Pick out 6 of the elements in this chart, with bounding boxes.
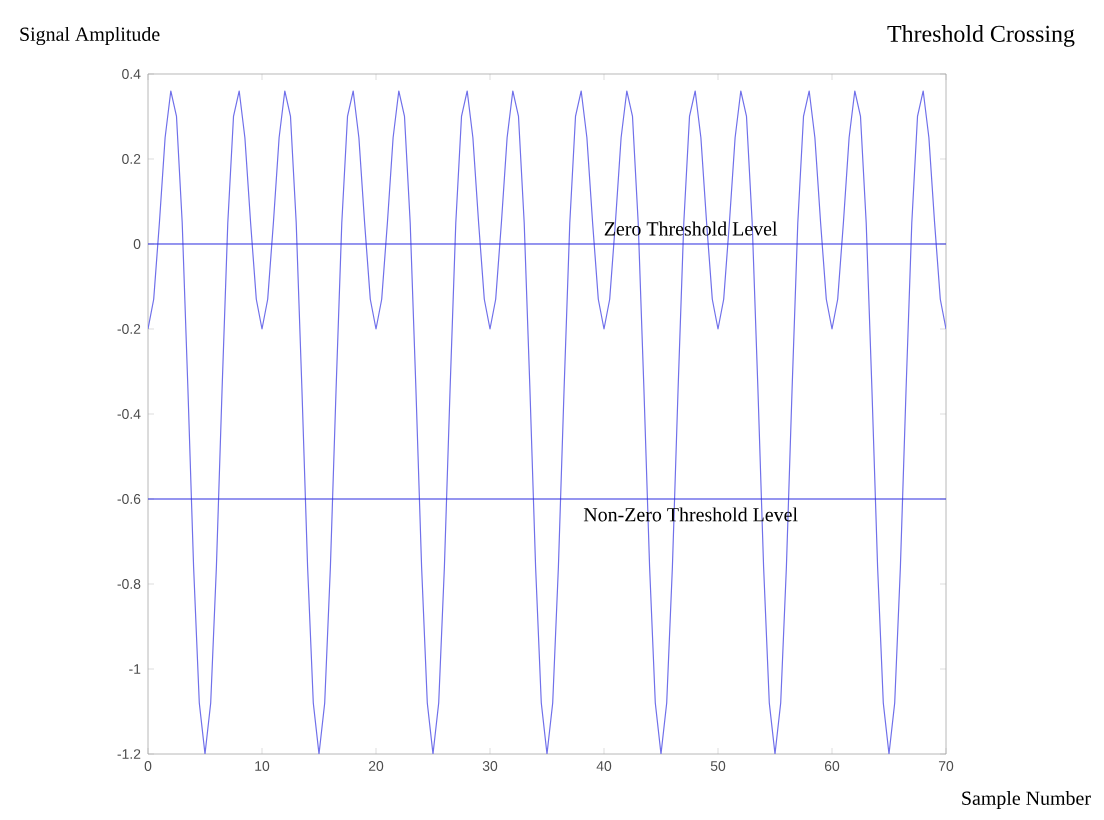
ref-line-label: Zero Threshold Level xyxy=(604,221,778,236)
chart-title: Threshold Crossing xyxy=(887,25,1075,47)
line-series xyxy=(148,90,946,754)
y-axis-title: Signal Amplitude xyxy=(20,26,160,46)
ref-line-label: Non-Zero Threshold Level xyxy=(583,507,798,522)
x-axis-title: Sample Number xyxy=(962,790,1091,810)
